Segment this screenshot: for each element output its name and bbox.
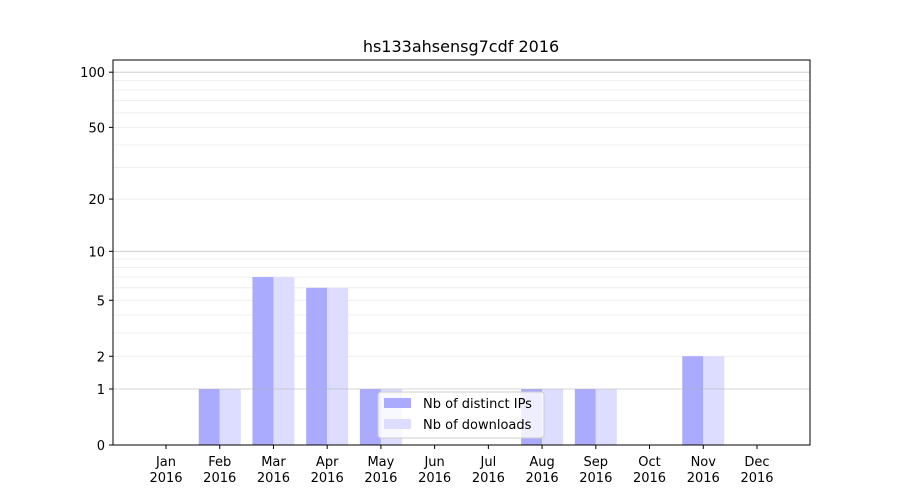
bar-downloads: [595, 389, 617, 445]
legend-swatch: [384, 398, 411, 408]
x-tick-label: Jan 2016: [149, 455, 182, 486]
bar-distinct-ips: [574, 389, 596, 445]
bar-downloads: [703, 356, 725, 445]
x-tick-label: Dec 2016: [740, 455, 773, 486]
y-tick-label: 10: [88, 245, 105, 260]
y-tick-label: 20: [88, 193, 105, 208]
y-tick-label: 2: [97, 350, 105, 365]
bar-distinct-ips: [682, 356, 704, 445]
x-tick-label: Oct 2016: [633, 455, 666, 486]
x-tick-label: May 2016: [364, 455, 397, 486]
bar-downloads: [219, 389, 241, 445]
y-tick-label: 0: [97, 439, 105, 454]
x-tick-label: Apr 2016: [311, 455, 344, 486]
x-tick-label: Nov 2016: [687, 455, 720, 486]
bar-distinct-ips: [198, 389, 220, 445]
bar-downloads: [273, 277, 295, 445]
x-tick-label: Feb 2016: [203, 455, 236, 486]
bar-distinct-ips: [252, 277, 274, 445]
x-tick-label: Mar 2016: [257, 455, 290, 486]
y-tick-label: 5: [97, 294, 105, 309]
legend-swatch: [384, 419, 411, 429]
legend: Nb of distinct IPs Nb of downloads: [377, 391, 545, 439]
y-tick-label: 50: [88, 121, 105, 136]
y-tick-label: 100: [80, 66, 105, 81]
x-tick-label: Jun 2016: [418, 455, 451, 486]
bar-downloads: [542, 389, 564, 445]
x-tick-label: Aug 2016: [526, 455, 559, 486]
y-tick-label: 1: [97, 383, 105, 398]
plot-frame: [112, 59, 811, 446]
bar-downloads: [327, 287, 349, 445]
x-tick-label: Sep 2016: [579, 455, 612, 486]
x-tick-label: Jul 2016: [472, 455, 505, 486]
legend-box: [377, 391, 545, 439]
bar-distinct-ips: [359, 389, 381, 445]
legend-label: Nb of distinct IPs: [423, 397, 532, 412]
legend-label: Nb of downloads: [423, 418, 532, 433]
bar-distinct-ips: [306, 287, 328, 445]
chart-title: hs133ahsensg7cdf 2016: [363, 37, 559, 56]
